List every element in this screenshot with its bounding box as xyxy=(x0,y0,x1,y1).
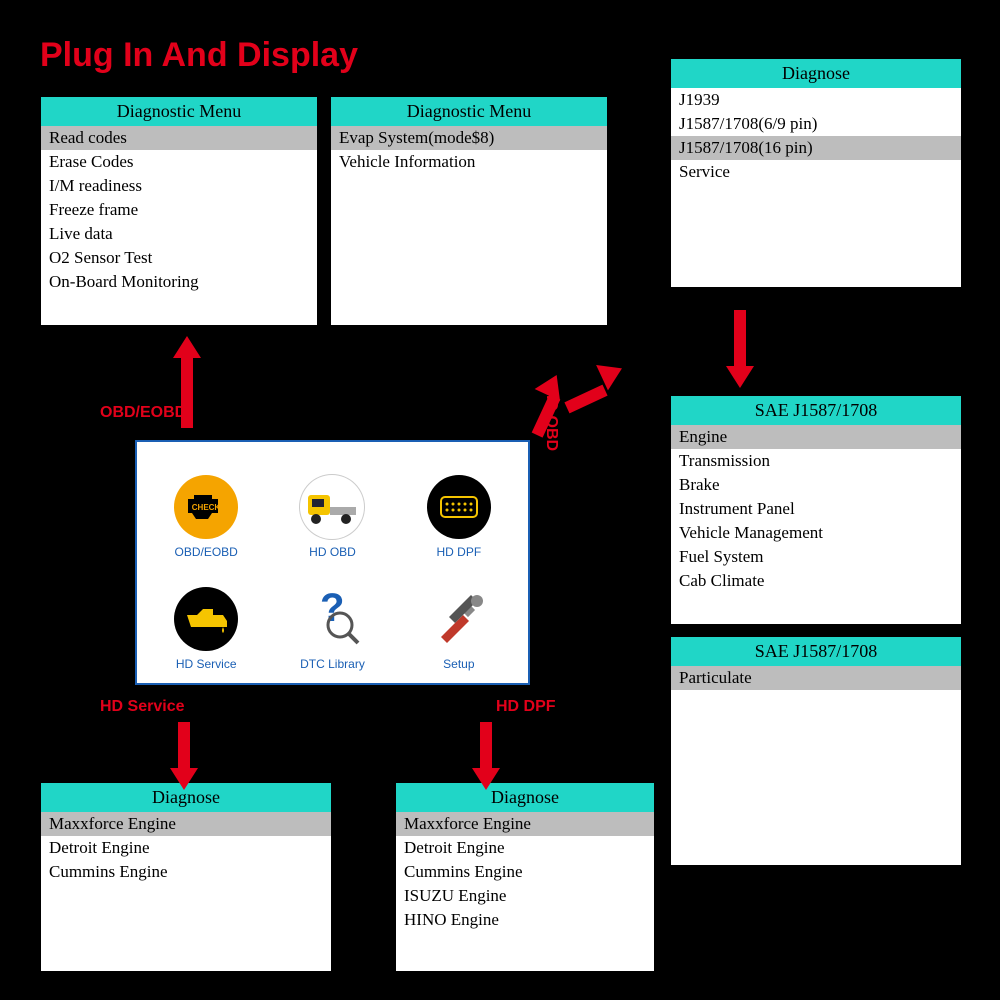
panel-diagnose_top_right: DiagnoseJ1939J1587/1708(6/9 pin)J1587/17… xyxy=(670,58,962,288)
panel-header: Diagnostic Menu xyxy=(331,97,607,126)
panel-row[interactable]: HINO Engine xyxy=(396,908,654,932)
menu-item-hd-dpf[interactable]: HD DPF xyxy=(400,454,518,559)
panel-row[interactable]: O2 Sensor Test xyxy=(41,246,317,270)
svg-text:?: ? xyxy=(320,587,344,630)
panel-row[interactable]: Engine xyxy=(671,425,961,449)
menu-item-hd-service[interactable]: HD Service xyxy=(147,567,265,672)
panel-row[interactable]: J1587/1708(6/9 pin) xyxy=(671,112,961,136)
check-engine-icon: CHECK xyxy=(174,475,238,539)
connector-icon xyxy=(427,475,491,539)
panel-row[interactable]: Freeze frame xyxy=(41,198,317,222)
menu-item-label: DTC Library xyxy=(300,657,365,671)
panel-diag_menu_right: Diagnostic MenuEvap System(mode$8)Vehicl… xyxy=(330,96,608,326)
panel-row[interactable]: Cummins Engine xyxy=(41,860,331,884)
panel-header: Diagnose xyxy=(396,783,654,812)
panel-row[interactable]: Vehicle Information xyxy=(331,150,607,174)
panel-row[interactable]: Service xyxy=(671,160,961,184)
page-title: Plug In And Display xyxy=(40,36,358,75)
panel-row[interactable]: Transmission xyxy=(671,449,961,473)
menu-item-label: HD OBD xyxy=(309,545,356,559)
oil-icon xyxy=(174,587,238,651)
panel-diag_menu_left: Diagnostic MenuRead codesErase CodesI/M … xyxy=(40,96,318,326)
panel-diagnose_bottom_left: DiagnoseMaxxforce EngineDetroit EngineCu… xyxy=(40,782,332,972)
panel-sae_mid_right: SAE J1587/1708EngineTransmissionBrakeIns… xyxy=(670,395,962,625)
panel-row[interactable]: ISUZU Engine xyxy=(396,884,654,908)
arrow-label-hd-service: HD Service xyxy=(100,698,185,716)
panel-row[interactable]: Live data xyxy=(41,222,317,246)
menu-item-dtc-library[interactable]: ? DTC Library xyxy=(273,567,391,672)
panel-row[interactable]: Maxxforce Engine xyxy=(41,812,331,836)
panel-row[interactable]: Cab Climate xyxy=(671,569,961,593)
menu-item-hd-obd[interactable]: HD OBD xyxy=(273,454,391,559)
panel-row[interactable]: Brake xyxy=(671,473,961,497)
menu-item-label: OBD/EOBD xyxy=(174,545,237,559)
panel-row[interactable]: Particulate xyxy=(671,666,961,690)
panel-row[interactable]: Instrument Panel xyxy=(671,497,961,521)
main-menu: CHECK OBD/EOBD HD OBD HD DPF HD Service? DTC … xyxy=(135,440,530,685)
arrow-label-hd-dpf: HD DPF xyxy=(496,698,556,716)
panel-row[interactable]: Fuel System xyxy=(671,545,961,569)
truck-icon xyxy=(300,475,364,539)
panel-row[interactable]: On-Board Monitoring xyxy=(41,270,317,294)
menu-item-label: HD DPF xyxy=(436,545,481,559)
panel-header: SAE J1587/1708 xyxy=(671,396,961,425)
panel-row[interactable]: Evap System(mode$8) xyxy=(331,126,607,150)
panel-row[interactable]: Vehicle Management xyxy=(671,521,961,545)
panel-header: Diagnose xyxy=(671,59,961,88)
panel-sae_bottom_right: SAE J1587/1708Particulate xyxy=(670,636,962,866)
lookup-icon: ? xyxy=(300,587,364,651)
panel-row[interactable]: Detroit Engine xyxy=(41,836,331,860)
menu-item-label: HD Service xyxy=(176,657,237,671)
panel-row[interactable]: Maxxforce Engine xyxy=(396,812,654,836)
panel-diagnose_bottom_mid: DiagnoseMaxxforce EngineDetroit EngineCu… xyxy=(395,782,655,972)
menu-item-obd-eobd[interactable]: CHECK OBD/EOBD xyxy=(147,454,265,559)
panel-row[interactable]: I/M readiness xyxy=(41,174,317,198)
menu-item-label: Setup xyxy=(443,657,474,671)
panel-row[interactable]: Detroit Engine xyxy=(396,836,654,860)
panel-row[interactable]: J1587/1708(16 pin) xyxy=(671,136,961,160)
panel-row[interactable]: Read codes xyxy=(41,126,317,150)
panel-row[interactable]: Cummins Engine xyxy=(396,860,654,884)
panel-row[interactable]: Erase Codes xyxy=(41,150,317,174)
svg-text:CHECK: CHECK xyxy=(192,503,221,512)
menu-item-setup[interactable]: Setup xyxy=(400,567,518,672)
tools-icon xyxy=(427,587,491,651)
panel-row[interactable]: J1939 xyxy=(671,88,961,112)
arrow-label-obd-eobd: OBD/EOBD xyxy=(100,404,186,422)
panel-header: Diagnostic Menu xyxy=(41,97,317,126)
panel-header: SAE J1587/1708 xyxy=(671,637,961,666)
